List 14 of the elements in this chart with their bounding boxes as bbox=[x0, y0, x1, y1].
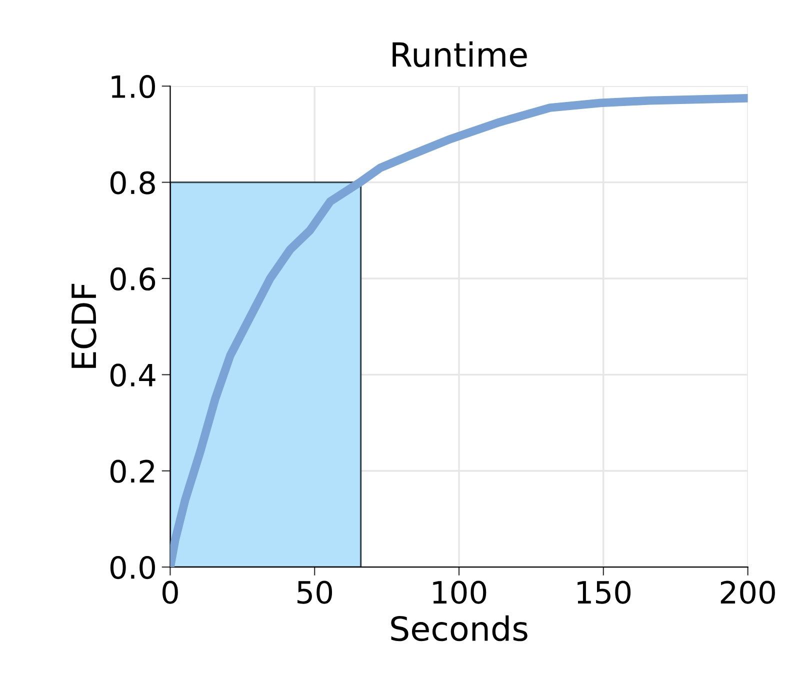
y-tick-label: 0.2 bbox=[110, 460, 154, 483]
x-tick-label: 50 bbox=[298, 580, 332, 604]
y-tick-label: 0.4 bbox=[110, 364, 156, 387]
x-tick-label: 150 bbox=[578, 580, 631, 604]
y-tick-label: 1.0 bbox=[112, 75, 155, 98]
y-tick-label: 0.6 bbox=[110, 267, 156, 291]
y-axis-title: ECDF bbox=[71, 284, 96, 368]
y-tick-label: 0.8 bbox=[110, 171, 155, 194]
x-tick-label: 200 bbox=[720, 580, 775, 604]
x-tick-label: 100 bbox=[433, 580, 486, 604]
x-tick-label: 0 bbox=[162, 580, 178, 604]
chart-title: Runtime bbox=[392, 41, 527, 68]
y-tick-label: 0.0 bbox=[110, 556, 155, 580]
x-axis-title: Seconds bbox=[391, 615, 528, 642]
